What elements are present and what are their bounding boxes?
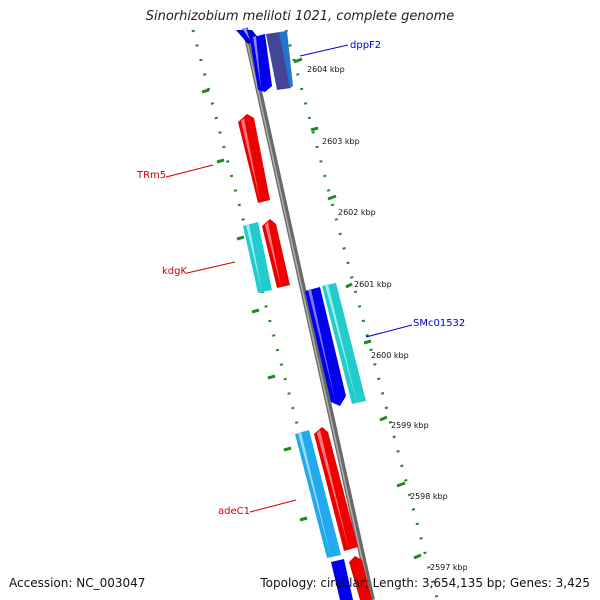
scale-label-2604: 2604 kbp bbox=[307, 65, 345, 74]
gene-dppF2-forward[interactable] bbox=[250, 34, 272, 92]
genome-backbone bbox=[242, 27, 375, 600]
leader-adeC1 bbox=[249, 499, 297, 513]
gene-kdgK-cyan[interactable] bbox=[243, 222, 272, 293]
genome-summary-text: Topology: circular; Length: 3,654,135 bp… bbox=[260, 576, 590, 590]
gene-label-SMc01532[interactable]: SMc01532 bbox=[413, 318, 466, 329]
map-title: Sinorhizobium meliloti 1021, complete ge… bbox=[145, 9, 455, 24]
tick-2601 bbox=[345, 282, 353, 289]
leader-dppF2 bbox=[299, 44, 349, 57]
tick-2600 bbox=[363, 339, 372, 345]
tick-2603 bbox=[310, 126, 319, 132]
gene-adeC1-sky[interactable] bbox=[295, 430, 341, 558]
genome-backbone-highlight bbox=[243, 27, 372, 600]
scale-label-2600: 2600 kbp bbox=[371, 351, 409, 360]
scale-label-2597: 2597 kbp bbox=[430, 563, 468, 572]
tick-2599 bbox=[379, 415, 388, 422]
scale-label-2598: 2598 kbp bbox=[410, 492, 448, 501]
scale-label-2602: 2602 kbp bbox=[338, 208, 376, 217]
leader-kdgK bbox=[186, 261, 236, 274]
scale-label-2603: 2603 kbp bbox=[322, 137, 360, 146]
accession-text: Accession: NC_003047 bbox=[9, 576, 146, 590]
tick-2597 bbox=[413, 553, 422, 560]
gene-dppF2-partner[interactable] bbox=[266, 31, 293, 90]
tick-2602 bbox=[327, 194, 337, 201]
tick-2598 bbox=[396, 481, 406, 488]
gene-label-kdgK[interactable]: kdgK bbox=[162, 266, 188, 277]
gene-label-TRm5[interactable]: TRm5 bbox=[137, 170, 167, 181]
gene-TRm5[interactable] bbox=[238, 114, 270, 203]
gene-SMc01532-forward[interactable] bbox=[305, 287, 346, 406]
leader-SMc01532 bbox=[365, 324, 413, 338]
scale-label-2601: 2601 kbp bbox=[354, 280, 392, 289]
scale-ticks bbox=[293, 57, 422, 560]
tick-2604 bbox=[293, 57, 303, 64]
gene-kdgK-red[interactable] bbox=[262, 219, 290, 288]
gene-bottom-blue[interactable] bbox=[331, 559, 353, 600]
inner-ticks bbox=[201, 88, 308, 522]
gene-label-adeC1[interactable]: adeC1 bbox=[218, 506, 250, 517]
scale-label-2599: 2599 kbp bbox=[391, 421, 429, 430]
gene-bottom-red[interactable] bbox=[349, 556, 372, 600]
gene-SMc01532-cyan[interactable] bbox=[322, 283, 366, 404]
gene-label-dppF2[interactable]: dppF2 bbox=[350, 40, 382, 51]
leader-TRm5 bbox=[165, 164, 214, 178]
gene-adeC1-red[interactable] bbox=[314, 427, 358, 551]
